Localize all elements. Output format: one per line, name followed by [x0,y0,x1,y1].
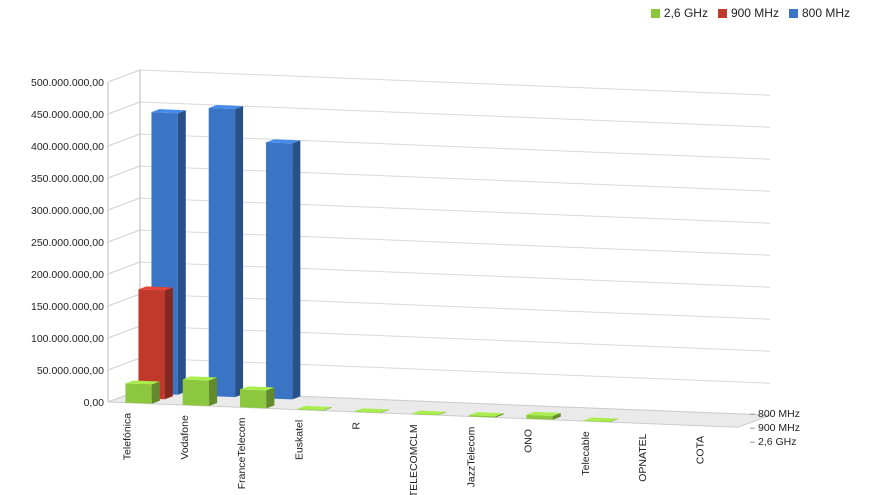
bar-0-1-front [182,379,210,407]
bar-2-1-side [235,106,244,398]
gridline-back [139,261,771,288]
bar-1-0-side [164,287,173,400]
gridline-back [139,229,771,256]
y-tick-label: 300.000.000,00 [31,205,104,217]
gridline-side [107,261,141,275]
bar-0-2-front [240,389,267,409]
bar-0-4-side [380,409,389,413]
gridline-side [107,229,141,243]
legend: 2,6 GHz 900 MHz 800 MHz [650,6,850,20]
legend-item-2-6-ghz: 2,6 GHz [650,6,708,20]
gridline-side [107,165,141,179]
bar-2-0-side [177,110,186,395]
bar-0-3-top [297,405,332,410]
legend-label-800-mhz: 800 MHz [801,6,850,20]
legend-swatch-900-mhz [717,8,727,18]
gridline-side [107,197,141,211]
x-tick-label: FranceTelecom [236,417,248,489]
bar-2-2-front [266,142,293,400]
bar-0-8-side [609,418,618,423]
y-tick-label: 250.000.000,00 [31,237,104,249]
y-tick-label: 200.000.000,00 [31,269,104,281]
bar-2-1-top [208,105,244,110]
x-tick-label: R [351,422,363,430]
x-tick-label: COTA [694,436,706,464]
y-tick-label: 100.000.000,00 [31,333,104,345]
bar-0-3-front [297,408,324,411]
bar-0-6-front [469,415,496,418]
x-tick-label: JazzTelecom [465,426,477,487]
y-tick-label: 50.000.000,00 [37,365,104,377]
gridline-back [139,325,771,352]
legend-item-800-mhz: 800 MHz [788,6,850,20]
bar-1-0-top [138,286,173,291]
bar-0-0-front [125,383,152,404]
gridline-back [139,101,771,128]
gridline-back [139,293,771,320]
bar-0-5-front [411,413,439,416]
gridline-side [107,357,141,371]
bar-2-2-side [292,140,301,400]
bar-1-0-front [138,289,165,400]
bar-0-8-front [583,420,610,423]
y-tick-label: 400.000.000,00 [31,141,104,153]
bar-0-4-top [354,408,389,413]
x-tick-label: TELECOMCLM [408,424,420,495]
x-tick-label: Telefónica [122,413,134,460]
legend-swatch-800-mhz [788,8,798,18]
gridline-side [107,69,141,83]
bar-2-0-top [151,109,186,114]
bar-0-5-side [438,411,447,416]
y-tick-label: 350.000.000,00 [31,173,104,185]
bar-0-1-top [182,376,218,381]
bar-0-7-top [526,411,561,416]
bar-0-0-top [125,380,160,385]
y-tick-label: 500.000.000,00 [31,77,104,89]
bar-2-1-front [208,108,236,398]
bar-0-0-side [151,381,160,404]
legend-label-900-mhz: 900 MHz [730,6,779,20]
x-tick-label: Vodafone [179,415,191,460]
bar-0-3-side [323,406,332,411]
depth-axis-label: 800 MHz [758,408,800,420]
bar-0-6-side [495,413,504,418]
legend-label-2-6-ghz: 2,6 GHz [663,6,708,20]
gridline-side [107,133,141,147]
bar-0-2-top [240,386,275,391]
bar-0-6-top [469,412,504,417]
y-tick-label: 0,00 [84,397,105,409]
x-tick-label: OPNATEL [637,433,649,481]
x-tick-label: ONO [523,429,535,453]
gridline-side [107,293,141,307]
y-tick-label: 150.000.000,00 [31,301,104,313]
bar-0-7-front [526,414,553,420]
gridline-back [139,69,771,96]
gridline-back [139,165,771,192]
bar-0-7-side [552,412,561,420]
legend-swatch-2-6-ghz [650,8,660,18]
x-tick-label: Euskatel [293,420,305,460]
bar-0-2-side [266,387,275,409]
y-tick-label: 450.000.000,00 [31,109,104,121]
bar-0-1-side [209,377,218,407]
bar-0-4-front [354,411,381,413]
gridline-back [139,357,771,384]
gridline-side [107,101,141,115]
bar-0-5-top [411,410,447,415]
gridline-back [139,133,771,160]
gridline-back [139,197,771,224]
depth-axis-label: 900 MHz [758,422,800,434]
legend-item-900-mhz: 900 MHz [717,6,779,20]
bar-0-8-top [583,417,618,422]
bar-2-2-top [266,139,301,144]
x-tick-label: Telecable [580,431,592,476]
gridline-side [107,325,141,339]
depth-axis-label: 2,6 GHz [758,436,797,448]
